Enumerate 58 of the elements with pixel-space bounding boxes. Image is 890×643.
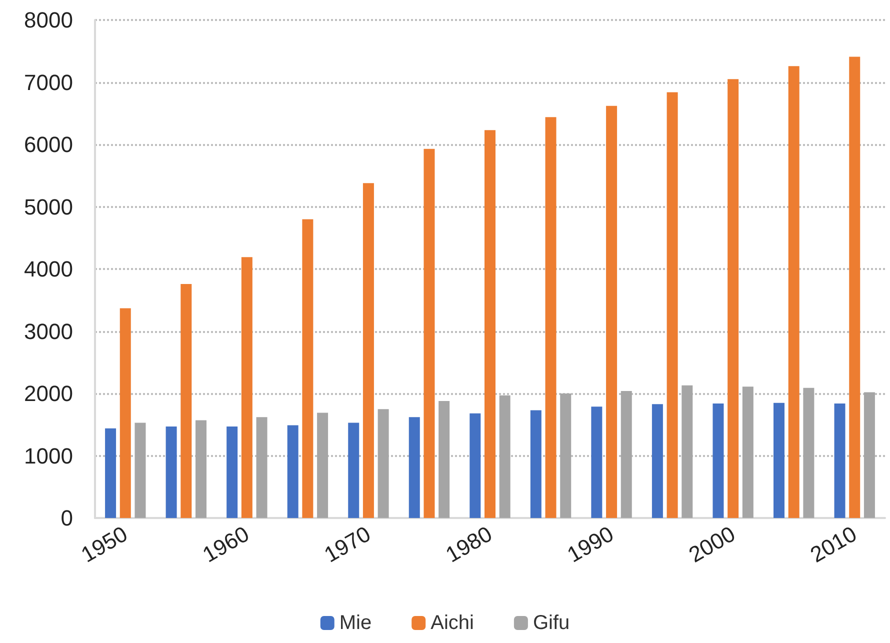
bar [287, 425, 298, 518]
legend-label: Gifu [532, 612, 570, 634]
bar [408, 417, 420, 518]
bar [666, 92, 678, 518]
bar [484, 130, 496, 518]
y-tick-label: 7000 [24, 70, 73, 95]
bar [302, 219, 314, 518]
y-tick-label: 1000 [24, 443, 73, 468]
legend-label: Mie [339, 612, 372, 634]
bar [591, 406, 602, 518]
x-tick-label: 2000 [684, 521, 740, 568]
bar [545, 117, 556, 518]
x-tick-label: 1980 [441, 521, 496, 568]
bar [470, 413, 481, 518]
x-tick-label: 2010 [806, 521, 861, 568]
bar [180, 284, 192, 518]
bar [105, 428, 116, 518]
bar [166, 426, 177, 518]
bar [424, 148, 435, 518]
bar [378, 409, 389, 518]
bar [256, 417, 268, 518]
legend-label: Aichi [430, 612, 474, 634]
x-tick-label: 1960 [198, 521, 254, 568]
bar [652, 404, 663, 518]
bar [742, 386, 754, 518]
bar [530, 410, 542, 518]
bar [362, 183, 374, 518]
bar [499, 395, 510, 518]
y-tick-label: 3000 [24, 318, 73, 344]
bar [864, 392, 875, 518]
bar [226, 426, 238, 518]
bar [682, 385, 693, 518]
bar [834, 403, 846, 518]
y-tick-label: 8000 [24, 8, 73, 32]
bar [712, 403, 724, 518]
y-tick-label: 0 [60, 506, 73, 530]
bar [606, 106, 618, 518]
bar [348, 422, 360, 518]
bar [773, 402, 784, 518]
x-tick-label: 1990 [562, 521, 618, 568]
bar [560, 394, 572, 518]
bar [728, 79, 739, 518]
bar [196, 420, 207, 518]
bar [438, 400, 450, 518]
bar [620, 391, 632, 518]
bar [788, 66, 800, 518]
bar [317, 412, 328, 518]
bar [134, 422, 146, 518]
bar [120, 308, 131, 518]
bar [803, 388, 814, 518]
bar [849, 56, 860, 518]
bar [241, 257, 252, 518]
y-tick-label: 6000 [24, 132, 73, 157]
y-tick-label: 5000 [24, 194, 73, 220]
y-tick-label: 2000 [24, 381, 73, 406]
y-tick-label: 4000 [24, 256, 73, 282]
x-tick-label: 1970 [320, 521, 375, 568]
x-tick-label: 1950 [76, 521, 132, 568]
